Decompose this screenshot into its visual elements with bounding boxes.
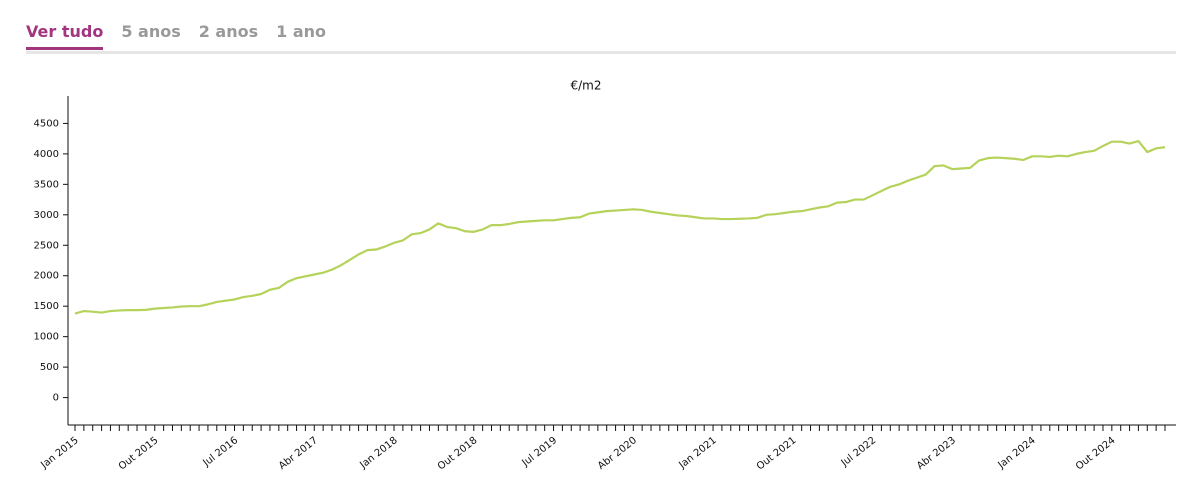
- y-tick-label: 500: [40, 362, 59, 373]
- x-tick-label: Out 2021: [755, 435, 799, 472]
- x-tick-label: Out 2024: [1074, 435, 1118, 472]
- tab[interactable]: 1 ano: [276, 22, 327, 41]
- tab-bar: Ver tudo 5 anos 2 anos 1 ano: [26, 22, 1176, 54]
- tab[interactable]: 2 anos: [198, 22, 259, 41]
- x-tick-label: Jul 2019: [520, 435, 560, 469]
- y-tick-label: 0: [53, 393, 59, 404]
- x-tick-label: Jan 2018: [357, 435, 399, 471]
- y-tick-label: 1000: [34, 332, 59, 343]
- tab[interactable]: Ver tudo: [26, 22, 104, 50]
- x-tick-label: Jan 2024: [995, 435, 1037, 471]
- x-tick-label: Out 2018: [436, 435, 480, 472]
- x-tick-label: Jul 2016: [201, 435, 241, 469]
- y-axis-label: €/m2: [570, 79, 601, 93]
- x-tick-label: Jul 2022: [839, 435, 879, 469]
- x-tick-label: Jan 2015: [38, 435, 80, 471]
- y-tick-label: 4000: [34, 149, 59, 160]
- x-tick-label: Out 2015: [117, 435, 161, 472]
- y-tick-label: 2000: [34, 271, 59, 282]
- y-tick-label: 4500: [34, 118, 59, 129]
- y-tick-label: 1500: [34, 301, 59, 312]
- x-tick-label: Abr 2020: [596, 435, 639, 472]
- x-tick-label: Abr 2017: [277, 435, 320, 472]
- line: [74, 139, 1166, 315]
- x-tick-label: Abr 2023: [915, 435, 958, 472]
- y-tick-label: 3000: [34, 210, 59, 221]
- tab[interactable]: 5 anos: [121, 22, 181, 41]
- x-tick-label: Jan 2021: [676, 435, 718, 471]
- y-tick-label: 2500: [34, 240, 59, 251]
- y-tick-label: 3500: [34, 179, 59, 190]
